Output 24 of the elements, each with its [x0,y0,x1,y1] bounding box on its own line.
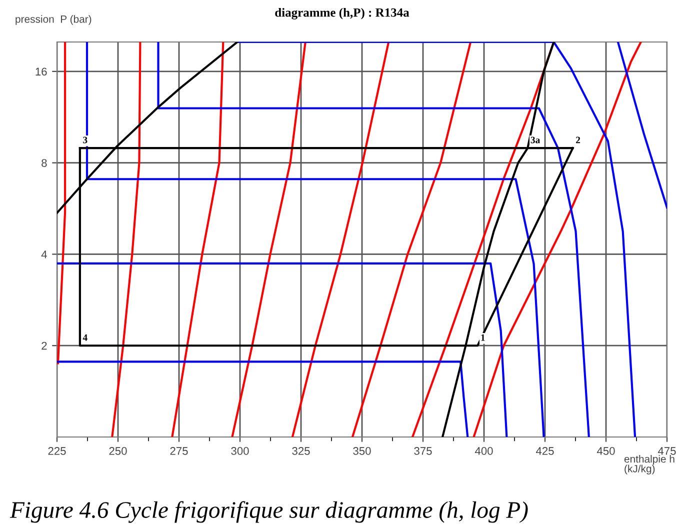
chart-title: diagramme (h,P) : R134a [275,8,410,20]
y-tick-label: 2 [42,342,47,350]
x-tick-label: 250 [109,447,127,455]
annotation: 3 [83,136,88,144]
x-tick-label: 475 [658,447,676,455]
x-tick-label: 400 [474,447,493,455]
annotation: 1 [481,334,485,341]
x-tick-label: 425 [536,447,554,455]
caption: Figure 4.6 Cycle frigorifique sur diagramme (h, log P) [10,501,528,523]
x-tick-label: 350 [353,447,371,455]
y-tick-label: 4 [41,250,47,258]
x-tick-label: 275 [170,447,188,455]
annotation: 2 [576,136,580,144]
y-tick-label: 8 [42,159,47,167]
x-axis-title: enthalpie h (kJ/kg) [624,455,674,474]
annotation: 3a [530,136,540,144]
x-tick-label: 300 [231,447,249,455]
x-tick-label: 375 [414,447,432,455]
annotation: 4 [82,334,88,341]
x-tick-label: 225 [48,447,66,455]
y-tick-label: 16 [36,68,47,76]
x-tick-label: 325 [292,447,310,455]
y-axis-title: pression P (bar) [16,15,92,25]
x-tick-label: 450 [596,447,615,455]
